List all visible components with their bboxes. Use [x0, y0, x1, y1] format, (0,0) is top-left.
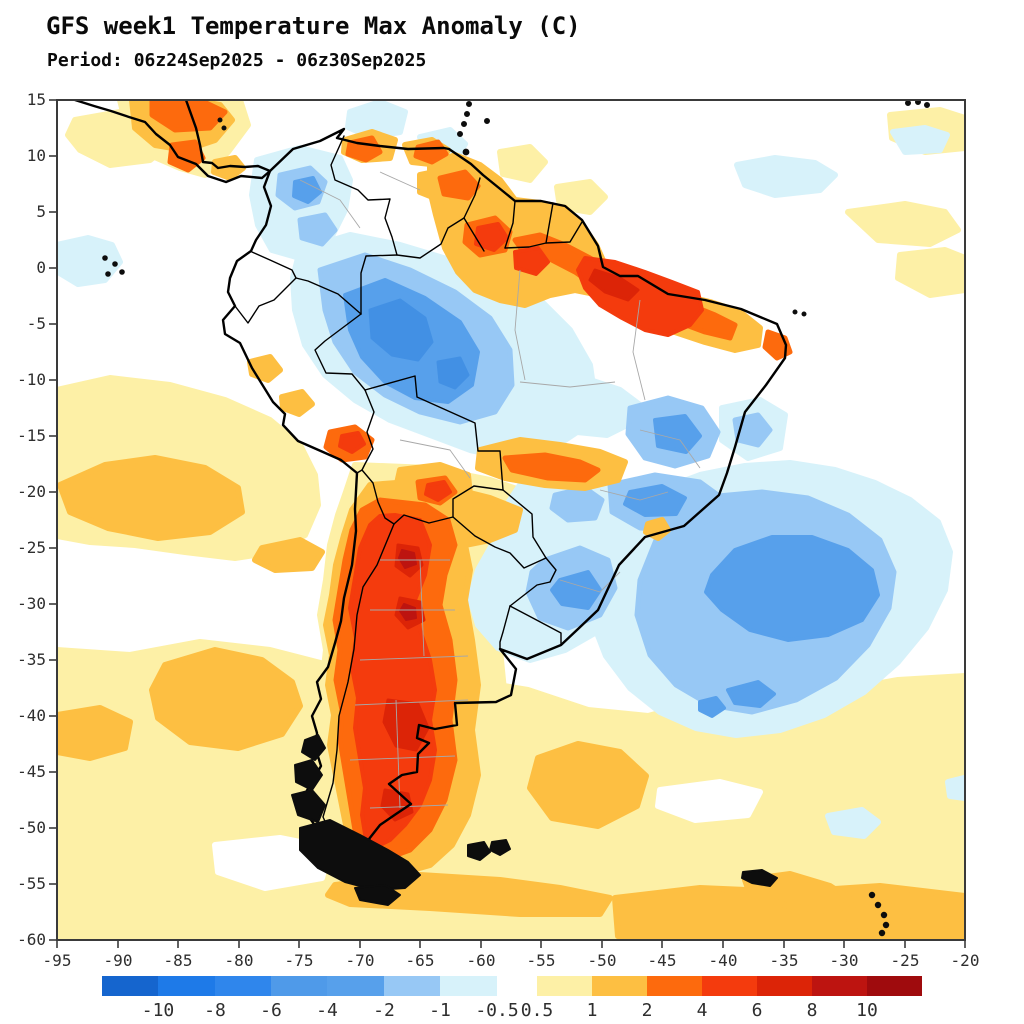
lon-tick-label: -25: [891, 951, 920, 970]
lon-tick-label: -65: [406, 951, 435, 970]
lat-axis: 15 10 5 0 -5 -10 -15 -20 -25 -30 -35 -40…: [17, 90, 57, 949]
colorbar: -10 -8 -6 -4 -2 -1 -0.5 0.5 1 2 4 6 8 10: [102, 976, 922, 1021]
lat-tick-label: -55: [17, 874, 46, 893]
lon-tick-label: -80: [225, 951, 254, 970]
lon-tick-label: -60: [467, 951, 496, 970]
country-borders: [234, 135, 583, 871]
lon-tick-label: -50: [588, 951, 617, 970]
colorbar-label: 6: [752, 1000, 763, 1021]
lat-tick-label: -50: [17, 818, 46, 837]
colorbar-swatch: [102, 976, 158, 996]
colorbar-swatch: [647, 976, 702, 996]
colorbar-label: 0.5: [521, 1000, 554, 1021]
colorbar-swatch: [812, 976, 867, 996]
lat-tick-label: 15: [27, 90, 46, 109]
colorbar-label: -10: [142, 1000, 175, 1021]
colorbar-label: 8: [807, 1000, 818, 1021]
terrain-mask: [102, 100, 930, 937]
lat-tick-label: -10: [17, 370, 46, 389]
colorbar-swatch: [592, 976, 647, 996]
lat-tick-label: -60: [17, 930, 46, 949]
colorbar-label: -0.5: [475, 1000, 518, 1021]
colorbar-label: 10: [856, 1000, 878, 1021]
colorbar-label: 4: [697, 1000, 708, 1021]
lat-tick-label: -15: [17, 426, 46, 445]
lat-tick-label: 5: [36, 202, 46, 221]
colorbar-swatch: [271, 976, 327, 996]
lat-tick-label: -20: [17, 482, 46, 501]
lat-tick-label: -5: [27, 314, 46, 333]
lat-tick-label: 10: [27, 146, 46, 165]
colorbar-swatch: [158, 976, 215, 996]
lon-axis: -95 -90 -85 -80 -75 -70 -65 -60 -55 -50 …: [43, 940, 980, 970]
lon-tick-label: -45: [648, 951, 677, 970]
lon-tick-label: -70: [346, 951, 375, 970]
colorbar-label: 2: [642, 1000, 653, 1021]
period-subtitle: Period: 06z24Sep2025 - 06z30Sep2025: [47, 50, 427, 71]
lon-tick-label: -95: [43, 951, 72, 970]
colorbar-label: -2: [373, 1000, 395, 1021]
colorbar-swatch: [215, 976, 271, 996]
lat-tick-label: 0: [36, 258, 46, 277]
lon-tick-label: -55: [527, 951, 556, 970]
lon-tick-label: -30: [830, 951, 859, 970]
colorbar-label: 1: [587, 1000, 598, 1021]
lat-tick-label: -30: [17, 594, 46, 613]
lon-tick-label: -20: [951, 951, 980, 970]
coastline: [73, 100, 788, 872]
map-frame: [56, 99, 966, 941]
lon-tick-label: -90: [104, 951, 133, 970]
lat-tick-label: -35: [17, 650, 46, 669]
colorbar-swatch: [384, 976, 440, 996]
colorbar-swatch: [440, 976, 497, 996]
colorbar-swatch: [867, 976, 922, 996]
page-title: GFS week1 Temperature Max Anomaly (C): [46, 12, 581, 40]
colorbar-swatch: [757, 976, 812, 996]
colorbar-label: -6: [260, 1000, 282, 1021]
colorbar-label: -1: [429, 1000, 451, 1021]
lon-tick-label: -35: [770, 951, 799, 970]
lat-tick-label: -45: [17, 762, 46, 781]
lon-tick-label: -40: [709, 951, 738, 970]
lat-tick-label: -25: [17, 538, 46, 557]
anomaly-field: [57, 100, 965, 940]
colorbar-label: -4: [316, 1000, 338, 1021]
colorbar-label: -8: [204, 1000, 226, 1021]
colorbar-swatch: [327, 976, 384, 996]
lon-tick-label: -75: [285, 951, 314, 970]
colorbar-swatch: [537, 976, 592, 996]
lat-tick-label: -40: [17, 706, 46, 725]
lon-tick-label: -85: [164, 951, 193, 970]
colorbar-swatch: [702, 976, 757, 996]
